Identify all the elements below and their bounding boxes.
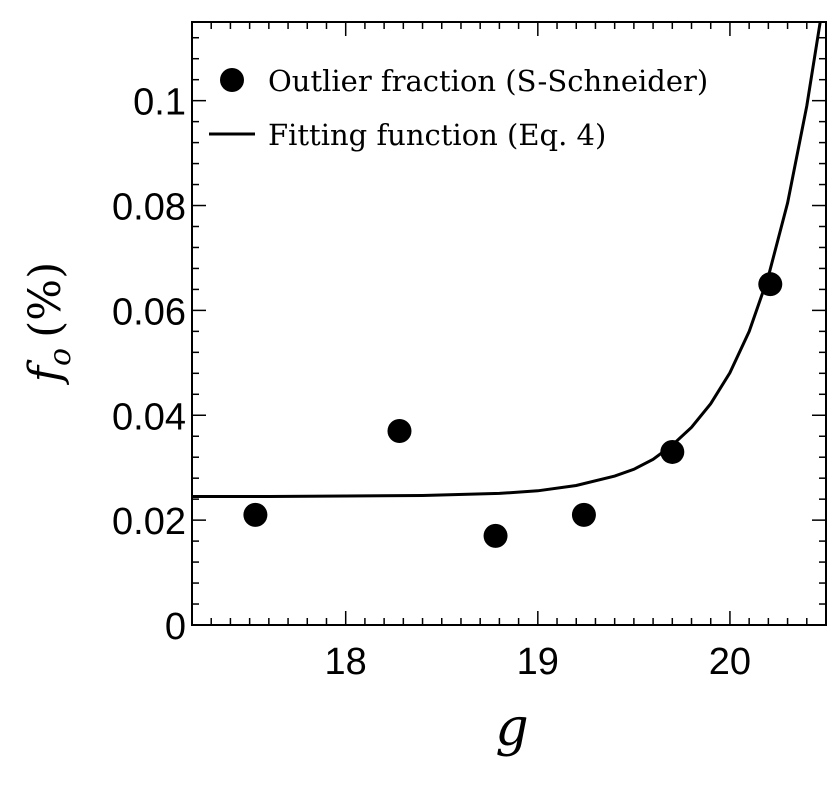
data-point [483,523,508,548]
legend-label-line: Fitting function (Eq. 4) [268,118,606,152]
y-axis-label-subscript: o [43,348,78,366]
outlier-fraction-points [243,272,783,548]
x-tick-label: 18 [325,641,367,683]
x-tick-label: 20 [709,641,751,683]
y-tick-label: 0.06 [112,291,186,333]
x-axis-label: g [495,698,528,758]
data-point [758,272,783,297]
svg-text:fo(%): fo(%) [20,262,78,386]
data-point [571,502,596,527]
data-point [243,502,268,527]
legend-label-points: Outlier fraction (S-Schneider) [268,64,708,98]
axis-tick-labels: 18 19 20 0 0.02 0.04 0.06 0.08 0.1 [112,82,751,683]
data-point [387,418,412,443]
plot-frame [191,21,827,626]
data-point [660,439,685,464]
axis-ticks [191,22,827,626]
y-tick-label: 0.1 [133,82,186,124]
y-axis-label-unit: (%) [20,262,71,338]
y-tick-label: 0.02 [112,501,186,543]
y-axis-label: fo(%) [20,262,78,386]
legend: Outlier fraction (S-Schneider) Fitting f… [209,64,708,152]
y-tick-label: 0 [165,606,186,648]
y-tick-label: 0.08 [112,187,186,229]
y-tick-label: 0.04 [112,396,186,438]
x-tick-label: 19 [517,641,559,683]
legend-marker-points [220,68,244,92]
